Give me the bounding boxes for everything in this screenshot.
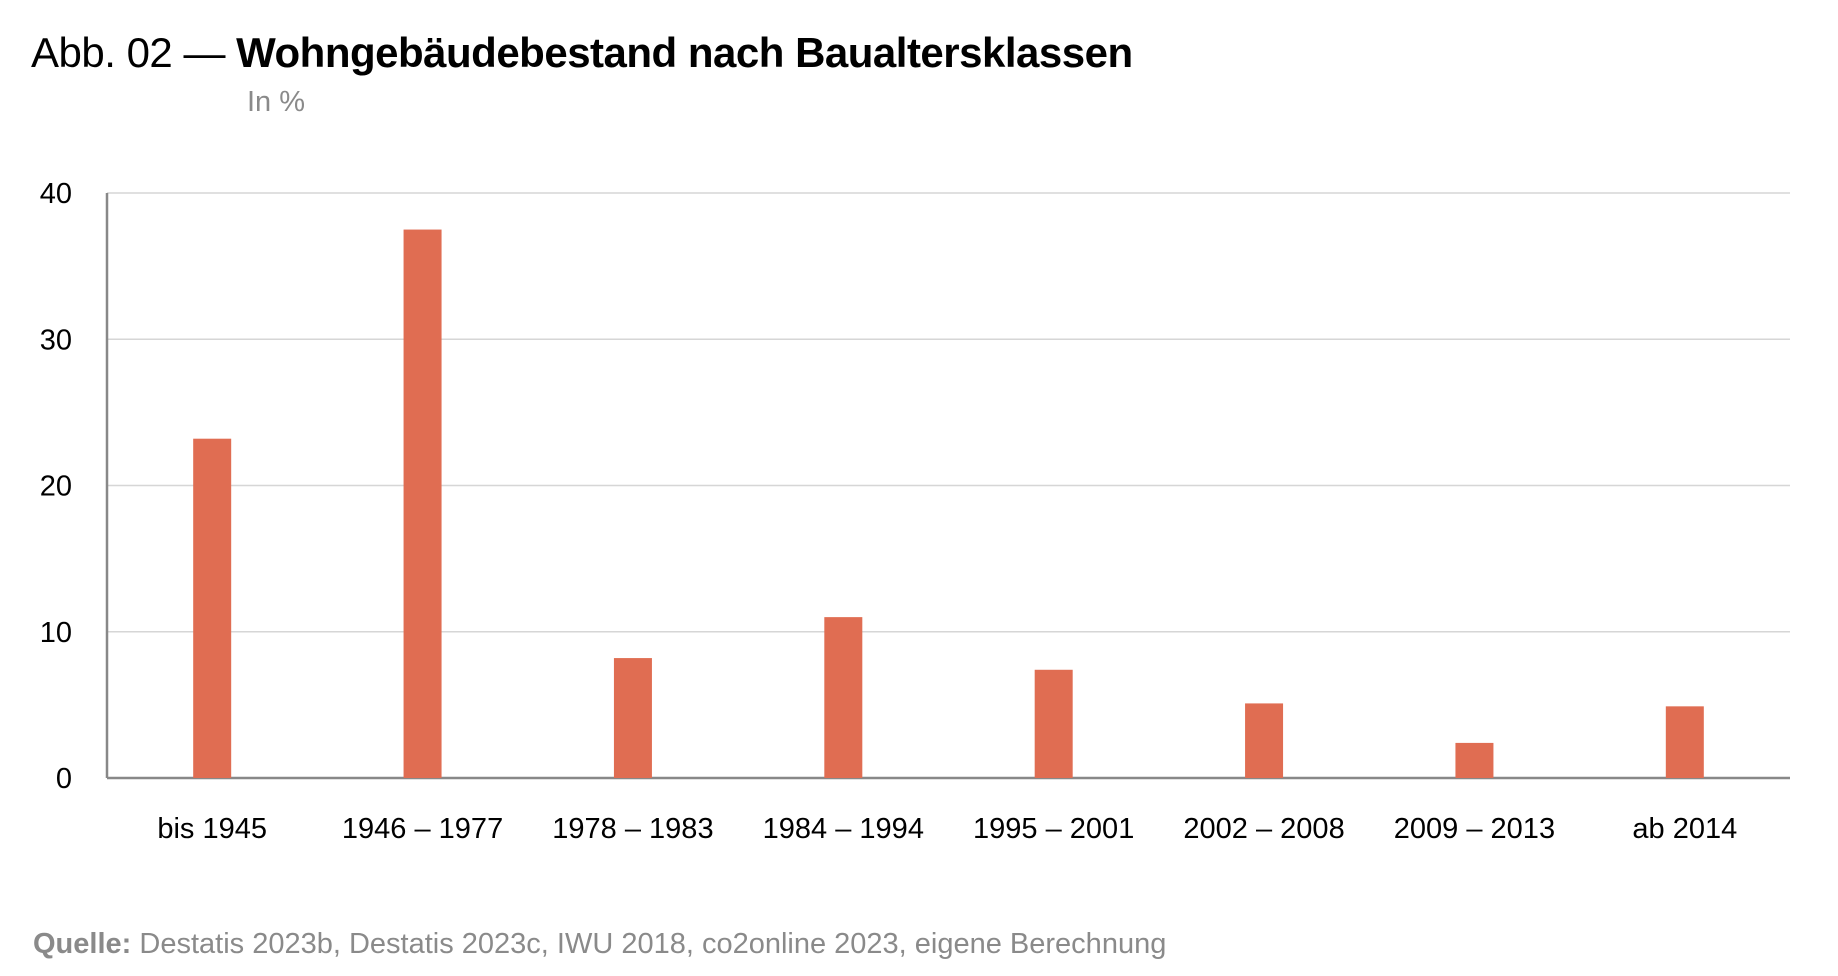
unit-subtitle: In % [247, 86, 306, 118]
bar [824, 617, 863, 778]
x-tick-label: ab 2014 [1632, 813, 1737, 845]
y-tick-label: 10 [40, 617, 72, 649]
bar [1455, 742, 1494, 778]
x-tick-label: 1995 – 2001 [973, 813, 1134, 845]
title-text: Wohngebäudebestand nach Baualtersklassen [236, 29, 1133, 76]
figure-number: Abb. 02 — [31, 29, 225, 76]
bar [193, 438, 232, 778]
bar [1665, 706, 1704, 778]
x-tick-label: 2009 – 2013 [1394, 813, 1555, 845]
bar [1245, 703, 1284, 778]
bar [613, 658, 652, 778]
y-tick-label: 40 [40, 178, 72, 210]
source-label: Quelle: [33, 928, 132, 960]
y-tick-label: 20 [40, 471, 72, 503]
y-tick-label: 0 [56, 763, 72, 795]
y-tick-label: 30 [40, 324, 72, 356]
x-tick-label: 2002 – 2008 [1183, 813, 1344, 845]
x-tick-label: 1984 – 1994 [763, 813, 924, 845]
x-tick-label: 1946 – 1977 [342, 813, 503, 845]
source-text: Destatis 2023b, Destatis 2023c, IWU 2018… [139, 928, 1167, 960]
bar [403, 229, 442, 778]
x-tick-label: 1978 – 1983 [552, 813, 713, 845]
chart-title: Abb. 02 — Wohngebäudebestand nach Baualt… [31, 28, 1133, 78]
bar [1034, 669, 1073, 778]
source-note: Quelle: Destatis 2023b, Destatis 2023c, … [33, 928, 1166, 961]
bar-chart: 0 10 20 30 40 bis 1945 1946 – 1977 1978 – 1983 1… [40, 178, 1790, 845]
x-tick-label: bis 1945 [157, 813, 267, 845]
